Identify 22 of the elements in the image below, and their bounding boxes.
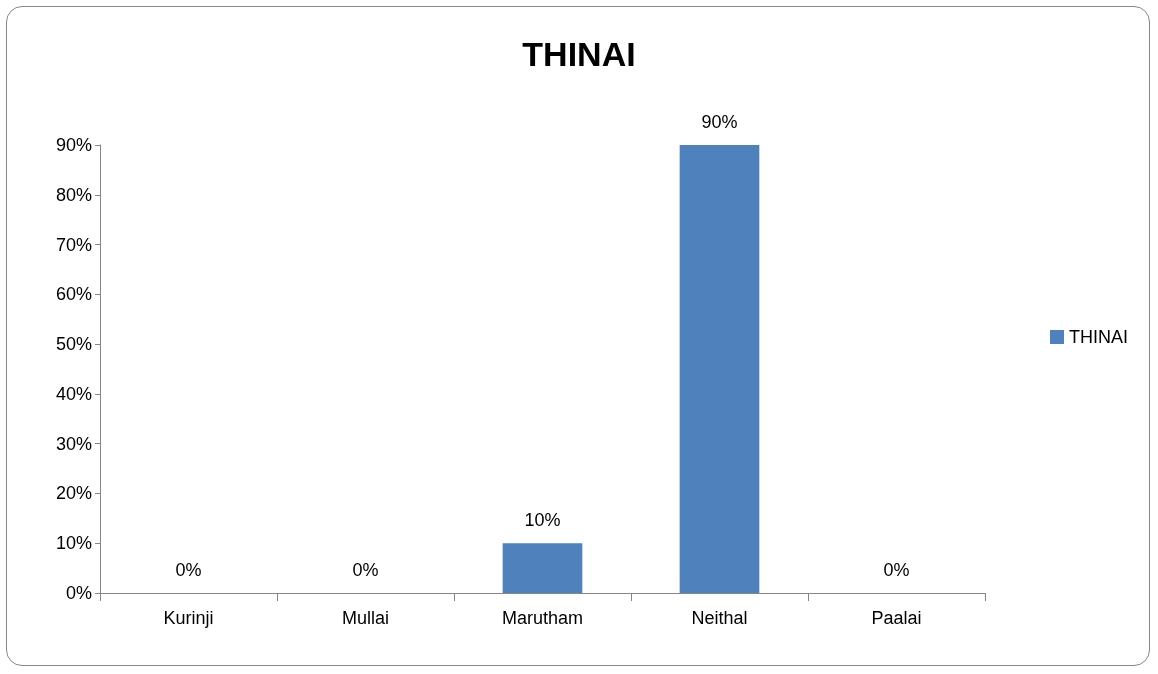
- x-tick-label: Kurinji: [163, 608, 214, 628]
- y-tick-label: 30%: [55, 433, 92, 454]
- data-label: 10%: [524, 510, 561, 531]
- y-tick-label: 10%: [55, 533, 92, 554]
- x-tick-label: Neithal: [691, 608, 748, 628]
- y-tick-label: 60%: [55, 284, 92, 305]
- data-label: 0%: [883, 560, 910, 580]
- chart-title: THINAI: [522, 35, 636, 73]
- y-tick-label: 90%: [55, 135, 92, 155]
- y-tick-label: 20%: [55, 483, 92, 504]
- data-label: 90%: [701, 112, 738, 132]
- legend-label: THINAI: [1069, 327, 1129, 347]
- data-label: 0%: [175, 560, 202, 580]
- x-tick-label: Marutham: [501, 608, 584, 628]
- y-tick-label: 40%: [55, 383, 92, 404]
- x-tick-label: Paalai: [871, 608, 922, 628]
- y-tick-label: 70%: [55, 234, 92, 255]
- y-tick-label: 50%: [55, 334, 92, 355]
- y-tick-label: 80%: [55, 184, 92, 205]
- y-tick-label: 0%: [65, 583, 92, 603]
- x-tick-label: Mullai: [341, 608, 390, 628]
- data-label: 0%: [352, 560, 379, 580]
